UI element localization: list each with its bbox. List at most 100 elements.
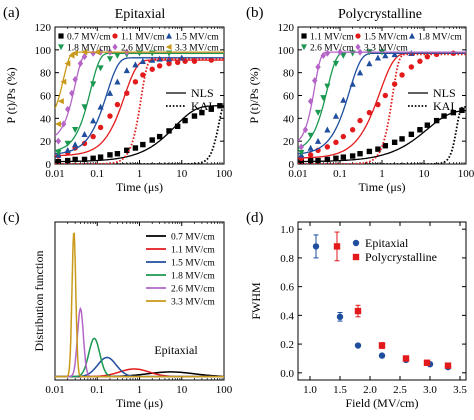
data-point [156,55,163,62]
data-point [57,98,64,105]
legend-label: Polycrystalline [365,250,437,264]
data-point [424,122,431,128]
data-point [332,112,340,119]
distribution-line [55,232,224,378]
legend-marker [409,32,415,39]
y-axis-label: P (t)/Ps (%) [4,67,18,123]
data-point [60,78,67,85]
data-point [357,151,363,157]
x-tick-label: 2.5 [393,384,407,396]
data-point [366,148,373,155]
legend-marker [301,33,307,39]
legend-kai-label: KAI [191,99,212,113]
data-point [324,144,331,150]
data-point [408,131,415,138]
x-tick-label: 1 [379,168,385,180]
data-point [81,49,88,56]
y-tick-label: 120 [278,22,295,34]
panel-label: (c) [3,210,20,226]
data-point [312,243,320,250]
data-point [93,49,100,56]
data-point [441,113,447,119]
data-point [375,101,381,108]
data-point [324,83,331,90]
data-point [356,69,364,76]
x-tick-label: 10 [419,168,431,180]
data-point [55,149,62,156]
legend-marker [355,43,361,51]
legend-label: 2.6 MV/cm [171,285,215,295]
x-tick-label: 10 [176,384,188,396]
y-tick-label: 100 [35,45,52,57]
data-point [354,307,362,315]
distribution-line [55,337,224,378]
data-point [307,132,314,139]
legend: 0.7 MV/cm 1.1 MV/cm 1.5 MV/cm 1.8 MV/cm 2.6 … [146,233,215,308]
y-tick-label: 40 [283,113,295,125]
data-point [333,243,341,250]
data-point [307,144,314,151]
data-point [174,59,181,66]
legend-label: 1.8 MV/cm [171,272,215,282]
data-point [90,117,97,124]
legend: 0.7 MV/cm 1.1 MV/cm 1.5 MV/cm 1.8 MV/cm 2.6 … [58,33,219,113]
legend-label: 1.8 MV/cm [67,44,111,54]
data-point [114,101,121,108]
x-tick-label: 1.5 [333,384,347,396]
y-tick-label: 0.2 [280,339,294,351]
data-point [156,133,163,140]
data-point [307,152,314,158]
data-point [315,63,321,71]
x-tick-label: 3.5 [453,384,467,396]
data-point [191,113,198,119]
data-point [337,48,343,56]
x-tick-label: 0.01 [45,384,64,396]
legend-kai-label: KAI [433,99,454,113]
data-point [399,72,405,78]
data-point [340,96,347,103]
y-tick-label: 80 [283,68,295,80]
data-point [97,103,104,110]
data-point [81,140,88,147]
data-point [132,61,139,68]
data-point [324,156,331,163]
y-tick-label: 0.6 [280,282,294,294]
legend-label: Epitaxial [365,236,409,250]
data-point [166,128,172,134]
panel-title: Polycrystalline [338,7,422,22]
data-point [64,140,71,147]
data-point [166,60,172,67]
data-point [114,52,121,59]
data-point [320,52,326,60]
plot-frame [297,221,467,381]
data-point [208,106,214,112]
kai-fit-line [298,106,466,164]
data-point [140,72,146,78]
data-point [378,342,386,349]
data-point [375,146,381,152]
legend-label: 3.3 MV/cm [175,44,219,54]
data-point [402,355,410,362]
x-axis-label: Time (μs) [116,396,163,410]
y-tick-label: 1.0 [280,224,294,236]
data-point [72,127,79,134]
data-point [391,51,398,58]
legend-marker [355,33,361,39]
legend-marker [58,44,64,51]
data-point [336,313,344,320]
panel-a-epitaxial-switching: 0.01 0.1 1 10 100 0 20 40 60 80 100 120 Time (μs) P (… [3,5,233,194]
data-point [423,359,431,366]
y-tick-label: 60 [40,91,52,103]
y-tick-label: 0 [46,159,52,171]
legend-label: 2.6 MV/cm [310,44,354,54]
x-tick-label: 2.0 [363,384,377,396]
data-point [64,60,71,67]
y-axis-label: P (t)/Ps (%) [247,67,261,123]
data-point [408,49,415,56]
data-point [399,136,405,142]
panel-b-polycrystalline-switching: 0.01 0.1 1 10 100 0 20 40 60 80 100 120 Time (μs) P (… [246,5,474,194]
y-axis-label: FWHM [249,282,263,320]
data-point [72,76,78,84]
